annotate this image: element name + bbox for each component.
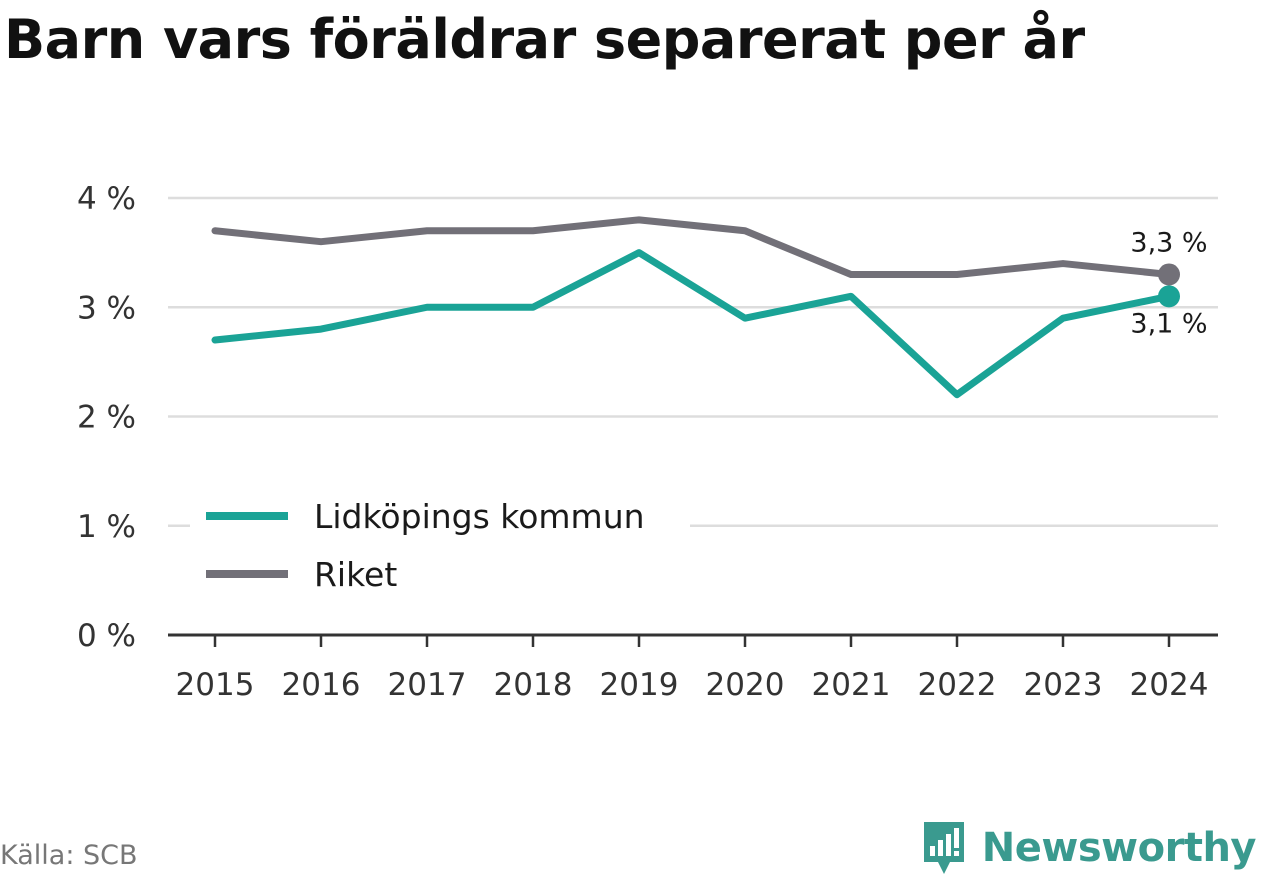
x-tick-label: 2017 — [388, 667, 467, 703]
y-tick-label: 1 % — [77, 509, 136, 545]
line-chart: 0 % 1 % 2 % 3 % 4 % 2015 2016 2017 2018 2019 2020… — [77, 181, 1218, 703]
y-tick-label: 2 % — [77, 400, 136, 436]
x-tick-label: 2016 — [282, 667, 361, 703]
y-tick-label: 3 % — [77, 290, 136, 326]
chart-title: Barn vars föräldrar separerat per år — [4, 8, 1085, 71]
end-labels: 3,1 % 3,3 % — [1130, 227, 1207, 339]
legend: Lidköpings kommun Riket — [190, 488, 690, 598]
series-line — [211, 249, 1173, 399]
legend-label: Riket — [314, 555, 397, 594]
x-tick-label: 2022 — [918, 667, 997, 703]
x-axis-tick-labels: 2015 2016 2017 2018 2019 2020 2021 2022 2023 2024 — [176, 635, 1209, 703]
x-tick-label: 2021 — [812, 667, 891, 703]
end-value-label: 3,3 % — [1130, 227, 1207, 258]
y-tick-label: 4 % — [77, 181, 136, 217]
gridlines — [168, 196, 1218, 527]
x-tick-label: 2023 — [1024, 667, 1103, 703]
series-line — [211, 216, 1173, 278]
y-axis-tick-labels: 0 % 1 % 2 % 3 % 4 % — [77, 181, 136, 654]
newsworthy-logo-icon — [923, 822, 964, 874]
series-end-point — [1158, 285, 1180, 308]
brand-name: Newsworthy — [981, 825, 1257, 871]
x-tick-label: 2024 — [1130, 667, 1209, 703]
brand-logo: Newsworthy — [920, 818, 1257, 878]
x-tick-label: 2019 — [600, 667, 679, 703]
x-tick-label: 2015 — [176, 667, 255, 703]
x-tick-label: 2018 — [494, 667, 573, 703]
x-tick-label: 2020 — [706, 667, 785, 703]
legend-background — [190, 488, 690, 598]
legend-label: Lidköpings kommun — [314, 497, 645, 536]
y-tick-label: 0 % — [77, 618, 136, 654]
source-note: Källa: SCB — [0, 840, 138, 871]
series-end-point — [1158, 263, 1180, 286]
end-value-label: 3,1 % — [1130, 308, 1207, 339]
series-lines — [211, 216, 1180, 399]
